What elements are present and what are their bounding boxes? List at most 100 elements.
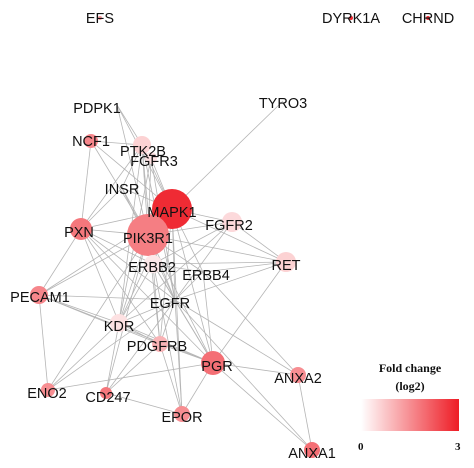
edge-eno2-pgr [47,362,214,391]
fold-change-legend: Fold change (log2) 0 3 [358,361,461,453]
edge-erbb4-ret [202,261,287,273]
edge-erbb2-ret [152,261,287,265]
edge-kdr-cd247 [105,322,120,394]
edge-epor-cd247 [105,392,183,415]
node-kdr [110,314,128,332]
node-ptk2b [133,136,151,154]
edge-kdr-eno2 [47,322,120,391]
node-epor [174,406,190,422]
edge-pecam1-egfr [38,294,176,301]
node-pxn [70,218,92,240]
edge-pxn-egfr [80,228,176,301]
edge-erbb2-kdr [118,263,154,324]
node-label-erbb2: ERBB2 [128,260,176,276]
edge-pxn-kdr [80,228,120,324]
node-label-cd247: CD247 [85,390,130,406]
edge-erbb4-egfr [174,271,204,301]
node-pgr [201,351,225,375]
edge-egfr-anxa1 [174,299,313,451]
edge-pecam1-kdr [38,294,120,324]
edge-pik3r1-eno2 [47,234,149,391]
node-eno2 [41,383,55,397]
node-label-chrnd: CHRND [402,11,454,27]
edge-layer [38,100,313,451]
edge-pecam1-eno2 [38,294,49,391]
edge-pgr-anxa2 [212,362,299,376]
node-label-pxn: PXN [64,225,94,241]
edge-egfr-anxa2 [174,299,299,376]
edge-fgfr2-kdr [118,221,233,324]
legend-min-label: 0 [358,441,364,453]
edge-anxa2-anxa1 [297,374,313,451]
node-ret [276,252,296,272]
node-label-efs: EFS [86,11,114,27]
node-mapk1 [152,189,192,229]
edge-egfr-eno2 [47,299,176,391]
node-label-dyrk1a: DYRK1A [322,11,380,27]
node-cd247 [100,387,112,399]
node-label-insr: INSR [105,182,140,198]
edge-pxn-pgr [80,228,214,364]
node-label-pdgfrb: PDGFRB [127,339,187,355]
edge-mapk1-pgr [171,208,214,364]
node-label-ptk2b: PTK2B [120,144,166,160]
edge-erbb4-pgr [202,271,214,364]
node-label-fgfr3: FGFR3 [130,154,178,170]
legend-max-label: 3 [455,441,461,453]
node-label-mapk1: MAPK1 [147,205,196,221]
node-label-ret: RET [272,258,301,274]
legend-color-bar [361,399,459,431]
node-label-epor: EPOR [161,410,202,426]
edge-pdpk1-pik3r1 [116,104,149,236]
edge-pdgfrb-epor [159,343,183,415]
node-label-pecam1: PECAM1 [10,290,70,306]
node-fgfr3 [145,152,157,164]
node-ncf1 [84,134,98,148]
node-label-pgr: PGR [201,359,232,375]
edge-pik3r1-ret [147,234,287,263]
edge-egfr-epor [174,299,183,415]
edge-ret-egfr [174,261,287,301]
node-erbb2 [144,255,162,273]
node-label-tyro3: TYRO3 [259,96,307,112]
node-chrnd [426,16,430,20]
node-anxa1 [304,442,320,458]
edge-tyro3-mapk1 [171,100,284,210]
node-pecam1 [30,286,48,304]
edge-pxn-pdgfrb [80,228,161,345]
node-label-anxa1: ANXA1 [288,446,336,462]
edge-pxn-pecam1 [38,228,82,296]
node-fgfr2 [222,212,242,232]
legend-title-line1: Fold change [379,361,442,375]
edge-egfr-kdr [118,299,176,324]
legend-title-line2: (log2) [395,379,424,393]
node-efs [98,16,102,20]
node-label-egfr: EGFR [150,296,190,312]
edge-ptk2b-pxn [80,144,143,230]
node-label-ncf1: NCF1 [72,134,110,150]
edge-ret-pgr [212,261,287,364]
edge-pdgfrb-cd247 [105,343,161,394]
edge-fgfr2-erbb2 [152,221,233,265]
edge-pxn-erbb2 [80,228,154,265]
edge-pecam1-pgr [38,294,214,364]
edge-pik3r1-pgr [147,234,214,364]
edge-pik3r1-cd247 [105,234,149,394]
node-pdgfrb [152,336,168,352]
edge-fgfr2-ret [231,221,287,263]
node-label-kdr: KDR [104,319,135,335]
edge-erbb2-pdgfrb [152,263,161,345]
edge-egfr-pgr [174,299,214,364]
node-label-eno2: ENO2 [27,386,67,402]
node-label-anxa2: ANXA2 [274,371,322,387]
edge-mapk1-epor [171,208,183,415]
node-label-fgfr2: FGFR2 [205,218,253,234]
edge-ncf1-pxn [80,140,92,230]
node-label-pdpk1: PDPK1 [73,101,121,117]
edge-mapk1-ret [171,208,287,263]
edge-fgfr2-egfr [174,221,233,301]
node-label-erbb4: ERBB4 [182,268,230,284]
node-anxa2 [290,367,306,383]
